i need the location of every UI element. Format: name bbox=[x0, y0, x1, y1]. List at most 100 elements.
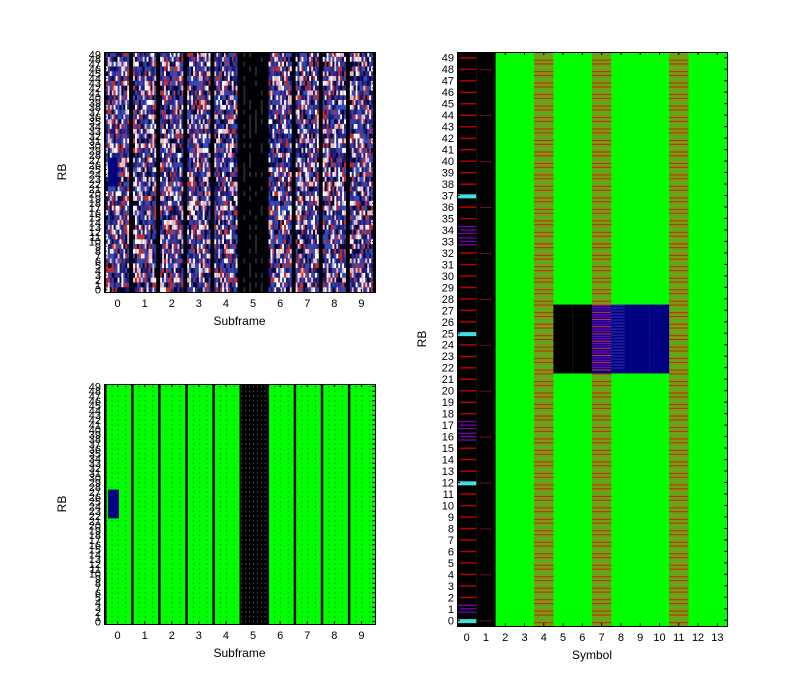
noise-cell bbox=[152, 85, 155, 91]
noise-cell bbox=[169, 95, 172, 101]
noise-cell bbox=[243, 85, 246, 91]
noise-cell bbox=[127, 205, 130, 211]
noise-cell bbox=[173, 263, 176, 269]
noise-cell bbox=[204, 220, 207, 225]
noise-cell bbox=[282, 239, 285, 245]
noise-cell bbox=[202, 56, 205, 62]
noise-cell bbox=[295, 80, 298, 86]
noise-cell bbox=[162, 85, 165, 91]
noise-cell bbox=[107, 61, 110, 67]
noise-cell bbox=[173, 176, 176, 182]
noise-cell bbox=[181, 138, 184, 144]
noise-cell bbox=[268, 224, 271, 230]
noise-cell bbox=[276, 109, 279, 115]
noise-cell bbox=[138, 148, 141, 153]
noise-cell bbox=[198, 109, 201, 115]
noise-cell bbox=[247, 272, 250, 278]
noise-cell bbox=[225, 128, 228, 134]
noise-cell bbox=[133, 277, 136, 283]
noise-cell bbox=[129, 143, 132, 149]
noise-cell bbox=[109, 71, 112, 77]
noise-cell bbox=[251, 152, 254, 158]
noise-cell bbox=[107, 52, 110, 57]
noise-cell bbox=[208, 76, 211, 81]
noise-cell bbox=[280, 100, 283, 105]
noise-cell bbox=[278, 181, 281, 187]
noise-cell bbox=[131, 277, 134, 283]
noise-cell bbox=[148, 181, 151, 187]
noise-cell bbox=[133, 224, 136, 230]
noise-cell bbox=[154, 244, 157, 249]
noise-cell bbox=[152, 248, 155, 254]
noise-cell bbox=[111, 186, 114, 192]
noise-cell bbox=[140, 239, 143, 245]
noise-cell bbox=[289, 138, 292, 144]
noise-cell bbox=[284, 95, 287, 101]
noise-cell bbox=[260, 143, 263, 149]
noise-cell bbox=[148, 61, 151, 67]
noise-cell bbox=[224, 181, 226, 187]
noise-cell bbox=[183, 162, 186, 168]
noise-cell bbox=[138, 205, 141, 211]
noise-cell bbox=[256, 162, 259, 168]
noise-cell bbox=[133, 133, 136, 139]
noise-cell bbox=[193, 253, 196, 259]
noise-cell bbox=[293, 210, 296, 216]
noise-cell bbox=[243, 191, 246, 197]
noise-cell bbox=[256, 66, 259, 72]
noise-cell bbox=[260, 196, 263, 201]
noise-cell bbox=[123, 100, 126, 105]
noise-cell bbox=[171, 80, 174, 86]
noise-cell bbox=[282, 148, 285, 153]
noise-cell bbox=[160, 80, 163, 86]
noise-cell bbox=[293, 109, 296, 115]
noise-cell bbox=[136, 80, 139, 86]
noise-cell bbox=[150, 95, 153, 101]
noise-cell bbox=[227, 268, 230, 273]
noise-cell bbox=[270, 287, 273, 293]
noise-cell bbox=[189, 76, 192, 81]
noise-cell bbox=[285, 90, 288, 96]
noise-cell bbox=[194, 244, 197, 249]
noise-cell bbox=[119, 124, 122, 129]
noise-cell bbox=[276, 124, 279, 129]
noise-cell bbox=[227, 196, 230, 201]
noise-cell bbox=[189, 277, 192, 283]
noise-cell bbox=[214, 210, 217, 216]
noise-cell bbox=[276, 287, 279, 293]
noise-cell bbox=[111, 191, 114, 197]
noise-cell bbox=[173, 152, 176, 158]
noise-cell bbox=[191, 133, 194, 139]
noise-cell bbox=[173, 215, 176, 221]
noise-cell bbox=[276, 52, 279, 57]
noise-cell bbox=[187, 244, 190, 249]
noise-cell bbox=[204, 248, 207, 254]
noise-cell bbox=[164, 287, 166, 293]
noise-cell bbox=[216, 234, 219, 240]
noise-cell bbox=[218, 52, 221, 57]
noise-cell bbox=[138, 133, 141, 139]
noise-cell bbox=[165, 76, 168, 81]
noise-cell bbox=[107, 90, 110, 96]
noise-cell bbox=[171, 114, 174, 120]
noise-cell bbox=[284, 191, 287, 197]
noise-cell bbox=[142, 80, 145, 86]
noise-cell bbox=[239, 234, 242, 240]
noise-cell bbox=[235, 272, 238, 278]
noise-cell bbox=[173, 109, 176, 115]
noise-cell bbox=[287, 210, 290, 216]
noise-cell bbox=[189, 268, 192, 273]
noise-cell bbox=[117, 157, 120, 163]
noise-cell bbox=[169, 100, 172, 105]
noise-cell bbox=[150, 196, 153, 201]
noise-cell bbox=[268, 244, 271, 249]
noise-cell bbox=[280, 172, 283, 177]
noise-cell bbox=[280, 85, 283, 91]
noise-cell bbox=[148, 85, 151, 91]
noise-cell bbox=[134, 61, 137, 67]
noise-cell bbox=[280, 210, 283, 216]
noise-cell bbox=[229, 119, 232, 125]
noise-cell bbox=[107, 128, 110, 134]
noise-cell bbox=[225, 210, 228, 216]
noise-cell bbox=[266, 277, 269, 283]
